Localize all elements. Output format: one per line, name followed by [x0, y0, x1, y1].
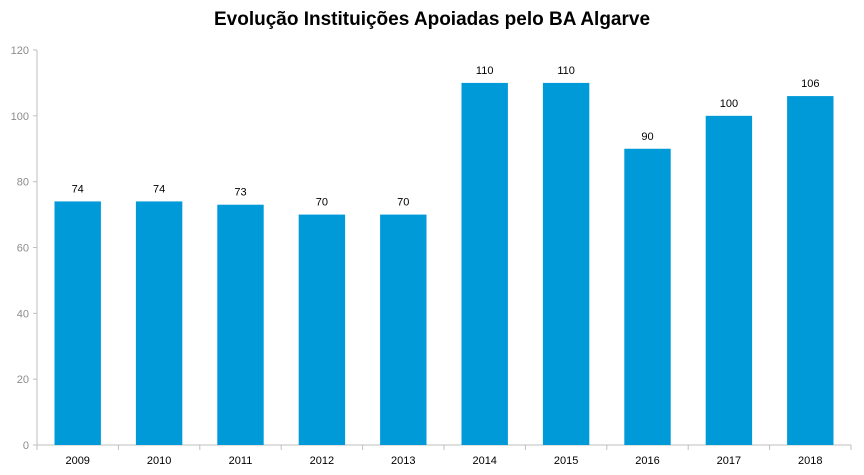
bar [461, 82, 508, 446]
bar [624, 148, 671, 445]
bar [705, 115, 753, 445]
y-tick-label: 120 [11, 45, 29, 57]
bars [54, 82, 834, 446]
y-tick-label: 40 [17, 308, 29, 320]
data-label: 74 [153, 183, 165, 195]
y-tick-label: 0 [23, 440, 29, 452]
data-label: 70 [316, 197, 328, 209]
bar [542, 82, 590, 446]
x-tick-label: 2009 [65, 455, 89, 467]
data-label: 70 [397, 197, 409, 209]
data-label: 110 [476, 65, 494, 77]
x-tick-label: 2011 [229, 455, 253, 467]
x-tick-label: 2010 [147, 455, 171, 467]
x-tick-label: 2016 [635, 455, 659, 467]
data-label: 106 [801, 78, 819, 90]
x-tick-label: 2015 [554, 455, 578, 467]
labels: 74 2009 74 2010 73 2011 70 2012 70 2013 110 2014 110… [65, 65, 822, 467]
x-tick-label: 2013 [391, 455, 415, 467]
x-tick-label: 2018 [798, 455, 822, 467]
bar [217, 204, 264, 445]
bar [298, 214, 346, 445]
bar [54, 201, 101, 445]
x-tick-label: 2017 [717, 455, 741, 467]
chart-title: Evolução Instituições Apoiadas pelo BA A… [213, 9, 651, 30]
y-tick-label: 20 [17, 374, 29, 386]
data-label: 73 [234, 187, 246, 199]
x-tick-label: 2014 [472, 455, 496, 467]
data-label: 74 [72, 183, 84, 195]
x-tick-label: 2012 [310, 455, 334, 467]
bar [380, 214, 427, 445]
y-tick-label: 100 [11, 111, 29, 123]
bar [135, 201, 183, 445]
axes: 0 20 40 60 80 100 120 [11, 45, 852, 452]
data-label: 90 [641, 131, 653, 143]
y-tick-label: 60 [17, 243, 29, 255]
bar [787, 96, 834, 445]
data-label: 100 [720, 98, 738, 110]
y-tick-label: 80 [17, 177, 29, 189]
data-label: 110 [557, 65, 575, 77]
